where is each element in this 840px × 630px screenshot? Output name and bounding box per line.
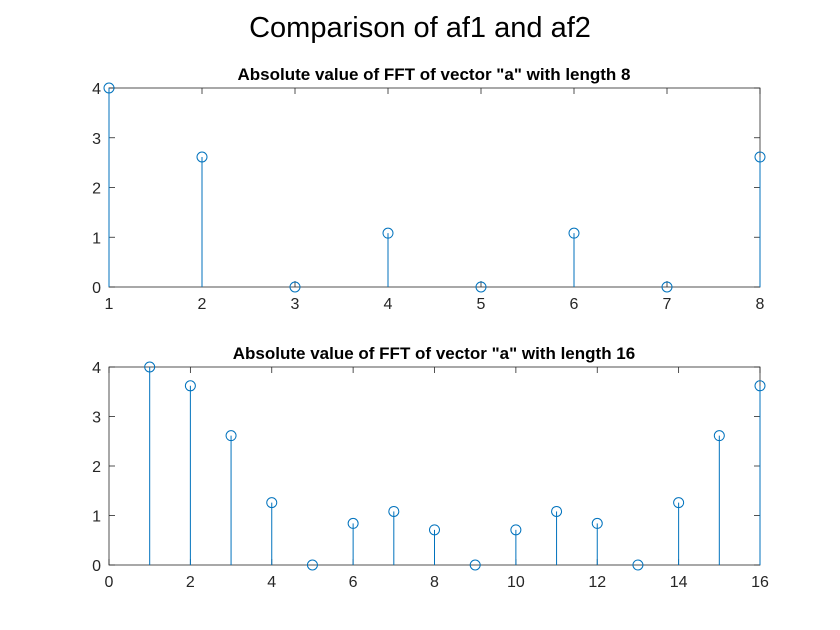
figure-title: Comparison of af1 and af2 xyxy=(249,12,591,44)
stem-marker xyxy=(347,517,359,529)
stem-marker xyxy=(475,281,487,293)
y-tick-label: 2 xyxy=(92,459,101,476)
stem-marker xyxy=(306,559,318,571)
x-tick-label: 0 xyxy=(105,574,114,591)
x-tick-label: 2 xyxy=(198,296,207,313)
stem-marker xyxy=(196,151,208,163)
stem-marker xyxy=(591,517,603,529)
stem-marker xyxy=(713,430,725,442)
x-tick-label: 7 xyxy=(663,296,672,313)
x-tick-label: 5 xyxy=(477,296,486,313)
stem-marker xyxy=(469,559,481,571)
y-tick-label: 3 xyxy=(92,410,101,427)
subplot-title: Absolute value of FFT of vector "a" with… xyxy=(238,65,631,84)
stem-marker xyxy=(661,281,673,293)
y-tick-label: 1 xyxy=(92,509,101,526)
x-tick-label: 3 xyxy=(291,296,300,313)
stem-marker xyxy=(144,361,156,373)
stem-marker xyxy=(103,82,115,94)
x-tick-label: 2 xyxy=(186,574,195,591)
y-tick-label: 2 xyxy=(92,181,101,198)
x-tick-label: 16 xyxy=(751,574,769,591)
axes-box xyxy=(108,87,761,288)
stem-marker xyxy=(184,380,196,392)
y-tick-label: 4 xyxy=(92,360,101,377)
stem-marker xyxy=(266,497,278,509)
y-tick-label: 1 xyxy=(92,230,101,247)
stem-marker xyxy=(388,505,400,517)
stem-marker xyxy=(551,505,563,517)
x-tick-label: 8 xyxy=(756,296,765,313)
subplot-length-8: Absolute value of FFT of vector "a" with… xyxy=(92,65,766,313)
x-tick-label: 6 xyxy=(570,296,579,313)
stem-marker xyxy=(429,524,440,536)
x-tick-label: 10 xyxy=(507,574,525,591)
subplot-title: Absolute value of FFT of vector "a" with… xyxy=(233,344,635,363)
x-tick-label: 14 xyxy=(670,574,688,591)
stem-marker xyxy=(754,380,766,392)
x-tick-label: 6 xyxy=(349,574,358,591)
y-tick-label: 0 xyxy=(92,280,101,297)
y-tick-label: 4 xyxy=(92,81,101,98)
subplot-length-16: Absolute value of FFT of vector "a" with… xyxy=(92,344,769,591)
x-tick-label: 4 xyxy=(267,574,276,591)
stem-marker xyxy=(673,497,685,509)
x-tick-label: 12 xyxy=(588,574,606,591)
stem-marker xyxy=(632,559,644,571)
stem-marker xyxy=(568,227,580,239)
x-tick-label: 8 xyxy=(430,574,439,591)
stem-marker xyxy=(289,281,301,293)
y-tick-label: 3 xyxy=(92,131,101,148)
stem-marker xyxy=(225,430,237,442)
stem-marker xyxy=(510,524,522,536)
y-tick-label: 0 xyxy=(92,558,101,575)
x-tick-label: 1 xyxy=(105,296,114,313)
stem-marker xyxy=(382,227,394,239)
stem-marker xyxy=(754,151,766,163)
x-tick-label: 4 xyxy=(384,296,393,313)
